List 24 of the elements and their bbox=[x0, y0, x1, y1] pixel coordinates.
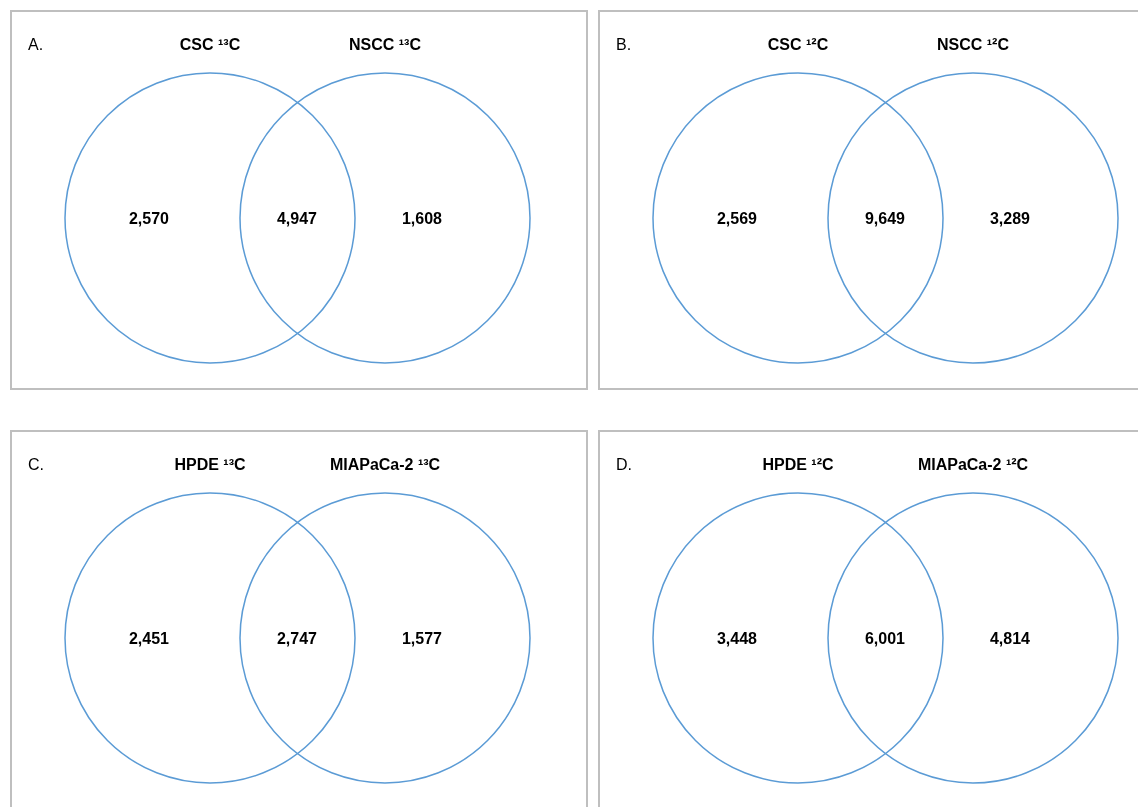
text: CSC ¹³C bbox=[179, 36, 241, 53]
text: A. bbox=[28, 36, 44, 53]
text: D. bbox=[616, 456, 632, 473]
data-label: 3,289 bbox=[989, 210, 1031, 227]
text: MIAPaCa-2 ¹³C bbox=[329, 456, 441, 473]
data-label: 2,747 bbox=[276, 630, 318, 647]
data-label: 9,649 bbox=[864, 210, 906, 227]
data-label: 2,569 bbox=[716, 210, 758, 227]
data-label: 6,001 bbox=[864, 630, 906, 647]
text: CSC ¹²C bbox=[767, 36, 829, 53]
text: MIAPaCa-2 ¹²C bbox=[917, 456, 1029, 473]
text: NSCC ¹³C bbox=[349, 36, 422, 53]
data-label: 4,814 bbox=[989, 630, 1031, 647]
text: NSCC ¹²C bbox=[937, 36, 1010, 53]
text: HPDE ¹²C bbox=[762, 456, 834, 473]
data-label: 4,947 bbox=[276, 210, 318, 227]
text: HPDE ¹³C bbox=[174, 456, 246, 473]
data-label: 1,577 bbox=[401, 630, 443, 647]
data-label: 1,608 bbox=[401, 210, 443, 227]
data-label: 2,570 bbox=[128, 210, 170, 227]
data-label: 2,451 bbox=[128, 630, 170, 647]
text: C. bbox=[28, 456, 44, 473]
data-label: 3,448 bbox=[716, 630, 758, 647]
text: B. bbox=[616, 36, 632, 53]
